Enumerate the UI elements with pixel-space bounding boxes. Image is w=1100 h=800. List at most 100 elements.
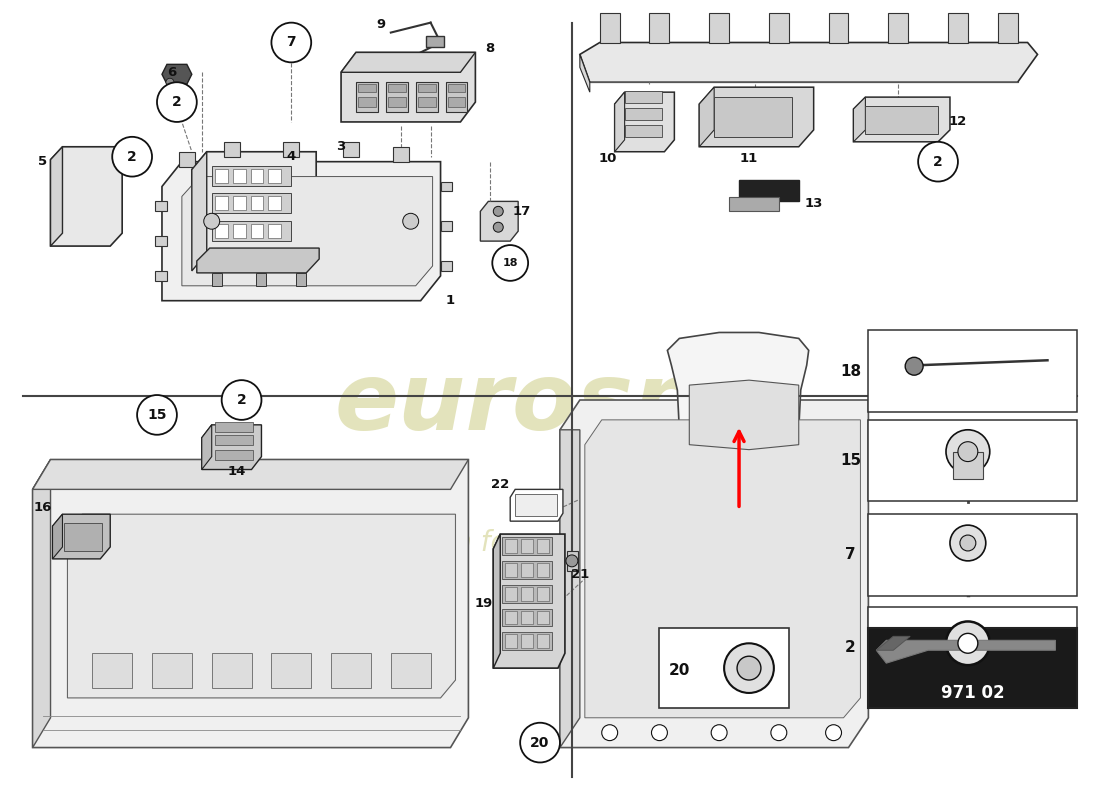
Text: 21: 21: [571, 568, 588, 582]
Circle shape: [493, 222, 503, 232]
FancyBboxPatch shape: [426, 35, 443, 47]
Text: 17: 17: [513, 205, 531, 218]
Polygon shape: [828, 13, 848, 42]
Polygon shape: [585, 420, 860, 718]
Polygon shape: [877, 636, 910, 650]
Text: 12: 12: [949, 115, 967, 129]
Circle shape: [946, 430, 990, 474]
Polygon shape: [341, 53, 475, 122]
Polygon shape: [67, 514, 455, 698]
Text: 6: 6: [167, 66, 176, 78]
FancyBboxPatch shape: [446, 82, 468, 112]
FancyBboxPatch shape: [232, 197, 245, 210]
FancyBboxPatch shape: [448, 84, 465, 92]
FancyBboxPatch shape: [625, 108, 662, 120]
FancyBboxPatch shape: [537, 563, 549, 577]
Polygon shape: [710, 13, 729, 42]
Text: 2: 2: [172, 95, 182, 109]
FancyBboxPatch shape: [268, 224, 282, 238]
Text: 20: 20: [530, 736, 550, 750]
Text: 13: 13: [804, 197, 823, 210]
FancyBboxPatch shape: [868, 330, 1077, 412]
FancyBboxPatch shape: [418, 97, 436, 107]
FancyBboxPatch shape: [211, 194, 292, 214]
FancyBboxPatch shape: [214, 169, 228, 182]
Circle shape: [157, 82, 197, 122]
Circle shape: [602, 725, 618, 741]
Circle shape: [946, 622, 990, 665]
FancyBboxPatch shape: [268, 169, 282, 182]
Circle shape: [493, 245, 528, 281]
Circle shape: [651, 725, 668, 741]
FancyBboxPatch shape: [214, 434, 253, 445]
Circle shape: [712, 725, 727, 741]
Polygon shape: [51, 146, 122, 246]
FancyBboxPatch shape: [521, 634, 534, 648]
FancyBboxPatch shape: [521, 563, 534, 577]
FancyBboxPatch shape: [868, 629, 1077, 708]
Circle shape: [960, 535, 976, 551]
Polygon shape: [223, 142, 240, 157]
Text: 7: 7: [286, 35, 296, 50]
FancyBboxPatch shape: [214, 422, 253, 432]
Polygon shape: [33, 459, 469, 747]
Text: a passion for parts since 1985: a passion for parts since 1985: [340, 529, 760, 557]
Polygon shape: [600, 13, 619, 42]
FancyBboxPatch shape: [503, 537, 552, 555]
FancyBboxPatch shape: [416, 82, 438, 112]
Polygon shape: [560, 430, 580, 747]
Polygon shape: [615, 92, 625, 152]
Circle shape: [565, 555, 578, 567]
Circle shape: [950, 525, 986, 561]
FancyBboxPatch shape: [386, 82, 408, 112]
Polygon shape: [649, 13, 670, 42]
FancyBboxPatch shape: [268, 197, 282, 210]
Polygon shape: [998, 13, 1018, 42]
Text: 14: 14: [228, 465, 245, 478]
Text: 4: 4: [287, 150, 296, 163]
Text: 10: 10: [598, 152, 617, 165]
Text: 5: 5: [39, 155, 47, 168]
FancyBboxPatch shape: [358, 97, 376, 107]
FancyBboxPatch shape: [251, 197, 264, 210]
Text: 15: 15: [840, 453, 861, 468]
FancyBboxPatch shape: [388, 84, 406, 92]
FancyBboxPatch shape: [272, 654, 311, 688]
Polygon shape: [481, 202, 518, 241]
Text: eurospe: eurospe: [334, 358, 766, 450]
Text: 7: 7: [845, 547, 856, 562]
FancyBboxPatch shape: [331, 654, 371, 688]
Text: 18: 18: [840, 364, 861, 378]
Polygon shape: [155, 202, 167, 211]
Circle shape: [403, 214, 419, 229]
Circle shape: [918, 142, 958, 182]
Circle shape: [204, 214, 220, 229]
Polygon shape: [53, 514, 63, 559]
Circle shape: [905, 358, 923, 375]
Circle shape: [222, 380, 262, 420]
Circle shape: [520, 722, 560, 762]
Polygon shape: [179, 152, 195, 166]
FancyBboxPatch shape: [152, 654, 191, 688]
FancyBboxPatch shape: [211, 222, 292, 241]
Polygon shape: [854, 97, 866, 142]
Polygon shape: [493, 534, 500, 668]
Circle shape: [958, 442, 978, 462]
FancyBboxPatch shape: [505, 539, 517, 553]
Polygon shape: [889, 13, 909, 42]
FancyBboxPatch shape: [214, 197, 228, 210]
FancyBboxPatch shape: [868, 514, 1077, 596]
Polygon shape: [441, 222, 452, 231]
Polygon shape: [256, 273, 266, 286]
Polygon shape: [296, 273, 306, 286]
FancyBboxPatch shape: [868, 420, 1077, 502]
Polygon shape: [155, 271, 167, 281]
Text: 16: 16: [33, 501, 52, 514]
FancyBboxPatch shape: [503, 585, 552, 602]
Text: 22: 22: [491, 478, 509, 491]
Circle shape: [771, 725, 786, 741]
Circle shape: [166, 78, 174, 86]
FancyBboxPatch shape: [251, 224, 264, 238]
FancyBboxPatch shape: [625, 125, 662, 137]
Polygon shape: [197, 248, 319, 273]
